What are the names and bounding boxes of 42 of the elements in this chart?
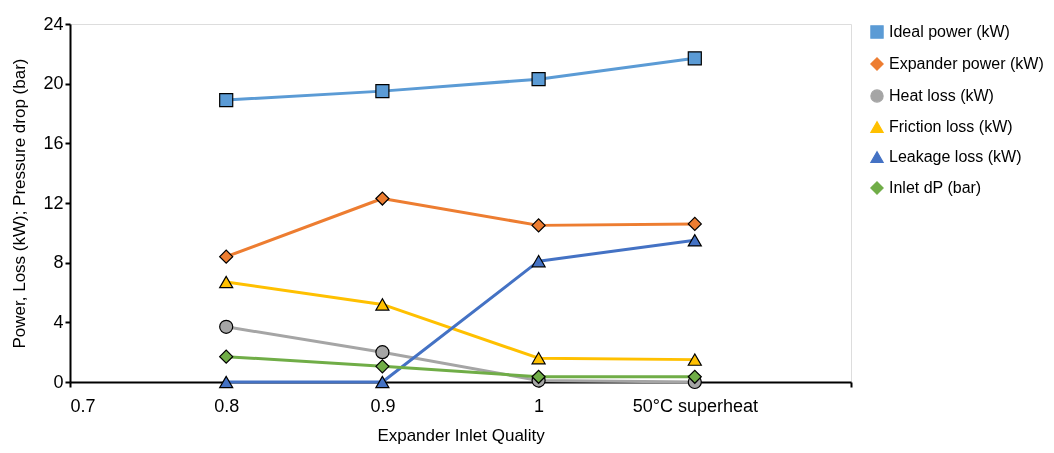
legend-label: Heat loss (kW) — [889, 87, 994, 104]
x-tick-label: 0.9 — [370, 395, 396, 416]
point — [375, 375, 390, 389]
point — [687, 369, 702, 384]
legend-label: Expander power (kW) — [889, 55, 1044, 72]
point — [687, 216, 702, 231]
point — [531, 351, 546, 365]
point — [687, 234, 702, 247]
legend-label: Friction loss (kW) — [889, 118, 1013, 135]
point — [219, 349, 234, 364]
point — [219, 319, 234, 334]
point — [219, 249, 234, 264]
legend-label: Inlet dP (bar) — [889, 179, 982, 196]
y-tick-label: 8 — [53, 252, 64, 273]
point — [687, 51, 702, 66]
y-tick-label: 12 — [43, 192, 64, 213]
y-tick-label: 0 — [53, 371, 64, 392]
y-tick-label: 20 — [43, 73, 64, 94]
x-tick-label: 0.7 — [70, 395, 96, 416]
y-tick-label: 24 — [43, 13, 64, 34]
legend-label: Ideal power (kW) — [889, 23, 1010, 40]
point — [219, 275, 234, 289]
point — [531, 254, 546, 268]
point — [375, 298, 390, 311]
y-axis-title: Power, Loss (kW); Pressure drop (bar) — [10, 58, 30, 349]
point — [687, 353, 702, 366]
point — [375, 84, 390, 99]
point — [219, 92, 234, 108]
y-tick-label: 4 — [53, 311, 64, 332]
x-axis-title: Expander Inlet Quality — [377, 425, 546, 445]
y-tick-label: 16 — [43, 132, 64, 153]
x-tick-label: 1 — [534, 395, 545, 416]
point — [531, 218, 546, 233]
point — [531, 72, 546, 87]
point — [375, 359, 390, 374]
point — [375, 345, 390, 360]
x-tick-label: 0.8 — [214, 395, 240, 416]
point — [219, 375, 234, 389]
x-tick-label: 50°C superheat — [632, 395, 758, 416]
point — [531, 369, 546, 384]
legend-label: Leakage loss (kW) — [889, 148, 1022, 165]
point — [375, 191, 390, 206]
